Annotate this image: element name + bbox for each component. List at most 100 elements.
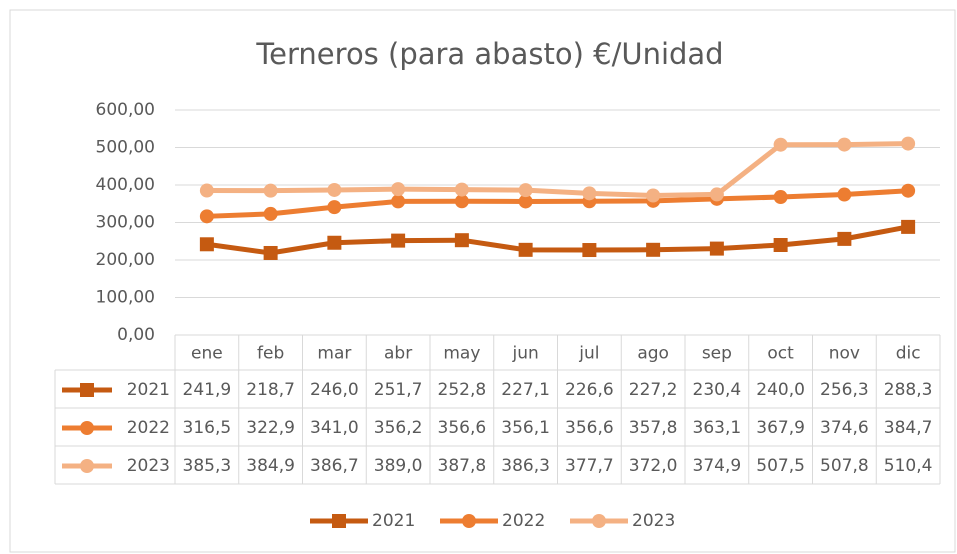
legend-label: 2022 (502, 511, 545, 531)
x-tick-label: jun (511, 344, 538, 364)
marker (199, 237, 214, 252)
data-label: 374,9 (693, 456, 742, 476)
data-label: 288,3 (884, 380, 933, 400)
y-tick-label: 100,00 (96, 288, 155, 308)
legend-label: 2023 (127, 456, 170, 476)
y-tick-label: 300,00 (96, 213, 155, 233)
legend-label: 2023 (632, 511, 675, 531)
x-tick-label: dic (896, 344, 921, 364)
data-label: 256,3 (820, 380, 869, 400)
marker (592, 514, 606, 528)
x-tick-label: mar (317, 344, 351, 364)
marker (391, 233, 406, 248)
x-tick-label: nov (829, 344, 860, 364)
data-label: 341,0 (310, 418, 359, 438)
x-tick-label: sep (702, 344, 732, 364)
data-label: 230,4 (693, 380, 742, 400)
y-tick-label: 200,00 (96, 250, 155, 270)
marker (199, 183, 214, 198)
marker (837, 137, 852, 152)
marker (263, 245, 278, 260)
data-label: 507,8 (820, 456, 869, 476)
data-label: 227,2 (629, 380, 678, 400)
y-tick-label: 0,00 (117, 325, 155, 345)
marker (263, 206, 278, 221)
data-label: 507,5 (756, 456, 805, 476)
data-label: 384,9 (246, 456, 295, 476)
data-label: 386,3 (501, 456, 550, 476)
x-tick-label: abr (384, 344, 412, 364)
data-label: 384,7 (884, 418, 933, 438)
data-label: 241,9 (183, 380, 232, 400)
data-label: 510,4 (884, 456, 933, 476)
x-tick-label: feb (257, 344, 284, 364)
marker (901, 219, 916, 234)
x-tick-label: jul (578, 344, 599, 364)
data-label: 386,7 (310, 456, 359, 476)
marker (454, 233, 469, 248)
marker (462, 514, 476, 528)
marker (582, 186, 597, 201)
marker (454, 182, 469, 197)
y-tick-label: 600,00 (96, 100, 155, 120)
marker (332, 514, 346, 528)
data-label: 357,8 (629, 418, 678, 438)
marker (518, 183, 533, 198)
marker (391, 194, 406, 209)
data-label: 322,9 (246, 418, 295, 438)
data-label: 367,9 (756, 418, 805, 438)
marker (391, 182, 406, 197)
x-tick-label: ago (637, 344, 669, 364)
marker (773, 190, 788, 205)
marker (518, 242, 533, 257)
marker (80, 421, 94, 435)
data-label: 356,1 (501, 418, 550, 438)
legend-label: 2022 (127, 418, 170, 438)
data-label: 240,0 (756, 380, 805, 400)
marker (773, 238, 788, 252)
marker (901, 136, 916, 151)
marker (837, 187, 852, 202)
marker (327, 235, 342, 250)
data-label: 226,6 (565, 380, 614, 400)
legend-label: 2021 (127, 380, 170, 400)
chart-border (9, 9, 956, 553)
marker (199, 209, 214, 224)
data-label: 356,6 (565, 418, 614, 438)
x-tick-label: ene (191, 344, 223, 364)
data-label: 377,7 (565, 456, 614, 476)
marker (773, 137, 788, 152)
data-label: 218,7 (246, 380, 295, 400)
marker (837, 231, 852, 246)
marker (80, 383, 94, 397)
data-label: 356,2 (374, 418, 423, 438)
marker (709, 241, 724, 256)
marker (80, 459, 94, 473)
data-label: 227,1 (501, 380, 550, 400)
line (206, 224, 909, 256)
x-tick-label: may (443, 344, 480, 364)
data-label: 251,7 (374, 380, 423, 400)
marker (646, 242, 661, 257)
marker (454, 194, 469, 209)
y-tick-label: 400,00 (96, 175, 155, 195)
x-tick-label: oct (767, 344, 794, 364)
data-label: 363,1 (693, 418, 742, 438)
marker (582, 243, 597, 258)
data-label: 385,3 (183, 456, 232, 476)
data-label: 389,0 (374, 456, 423, 476)
line (206, 188, 909, 219)
marker (263, 183, 278, 198)
data-label: 387,8 (438, 456, 487, 476)
line (206, 141, 909, 198)
legend-label: 2021 (372, 511, 415, 531)
data-label: 374,6 (820, 418, 869, 438)
marker (709, 187, 724, 202)
data-label: 316,5 (183, 418, 232, 438)
marker (327, 182, 342, 197)
data-label: 252,8 (438, 380, 487, 400)
data-label: 356,6 (438, 418, 487, 438)
marker (901, 183, 916, 198)
marker (327, 200, 342, 215)
